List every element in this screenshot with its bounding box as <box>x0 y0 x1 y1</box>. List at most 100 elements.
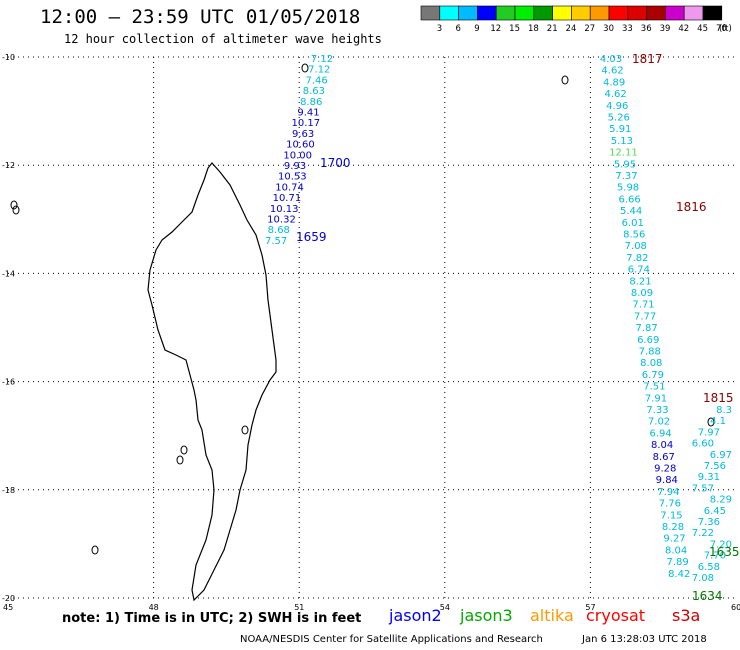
wave-height-value: 7.56 <box>704 461 726 472</box>
wave-height-value: 7.02 <box>648 417 670 428</box>
wave-height-value: 7.12 <box>308 65 330 76</box>
wave-height-value: 5.13 <box>611 136 633 147</box>
island <box>301 63 309 73</box>
generated-timestamp: Jan 6 13:28:03 UTC 2018 <box>582 634 707 645</box>
wave-height-value: 9.28 <box>654 464 676 475</box>
colorbar-label: 21 <box>547 24 558 34</box>
wave-height-value: 12.11 <box>609 148 638 159</box>
lon-label: 51 <box>294 603 304 612</box>
legend-jason3: jason3 <box>460 606 513 625</box>
wave-height-value: 7.94 <box>657 487 679 498</box>
wave-height-value: 7.51 <box>643 382 665 393</box>
wave-height-value: 7.08 <box>625 241 647 252</box>
wave-height-value: 4.96 <box>606 101 628 112</box>
wave-height-value: 6.01 <box>622 218 644 229</box>
colorbar-label: 27 <box>584 24 595 34</box>
wave-height-value: 10.00 <box>283 150 312 161</box>
island <box>180 445 188 455</box>
colorbar-label: 36 <box>641 24 652 34</box>
lat-label: -18 <box>2 486 15 495</box>
wave-height-value: 7.82 <box>626 253 648 264</box>
wave-height-value: 4.62 <box>601 66 623 77</box>
wave-height-value: 10.74 <box>275 182 304 193</box>
wave-height-value: 9.27 <box>663 534 685 545</box>
colorbar-label: 30 <box>603 24 614 34</box>
wave-height-value: 5.44 <box>620 206 642 217</box>
map-title: 12:00 — 23:59 UTC 01/05/2018 <box>40 6 361 28</box>
wave-height-value: 6.79 <box>642 370 664 381</box>
wave-height-value: 7.70 <box>704 551 726 562</box>
wave-height-value: 7.20 <box>710 539 732 550</box>
island <box>91 545 99 555</box>
track-time-label: 1700 <box>320 156 351 170</box>
wave-height-value: 10.17 <box>291 118 320 129</box>
madagascar-coastline <box>147 162 277 602</box>
wave-height-value: 6.69 <box>637 335 659 346</box>
lat-label: -20 <box>2 594 15 603</box>
wave-height-value: 8.42 <box>668 569 690 580</box>
wave-height-value: 4.62 <box>605 89 627 100</box>
wave-height-value: 8.28 <box>662 522 684 533</box>
colorbar-label: 15 <box>509 24 520 34</box>
wave-height-value: 8.29 <box>710 495 732 506</box>
wave-height-value: 7.46 <box>305 75 327 86</box>
wave-height-value: 6.60 <box>692 439 714 450</box>
colorbar-label: 9 <box>474 24 479 34</box>
wave-height-value: 8.3 <box>716 405 732 416</box>
wave-height-value: 9.41 <box>297 108 319 119</box>
wave-height-value: 5.98 <box>617 183 639 194</box>
lon-label: 60 <box>731 603 740 612</box>
wave-height-value: 9.93 <box>284 161 306 172</box>
wave-height-value: 8.21 <box>629 276 651 287</box>
wave-height-value: 7.15 <box>660 510 682 521</box>
wave-height-value: 4.89 <box>603 77 625 88</box>
colorbar-label: 6 <box>455 24 460 34</box>
wave-height-value: 10.60 <box>286 140 315 151</box>
wave-height-value: 7.08 <box>692 573 714 584</box>
colorbar-label: 45 <box>697 24 708 34</box>
wave-height-value: 5.26 <box>608 113 630 124</box>
wave-height-value: 10.13 <box>270 204 299 215</box>
wave-height-value: 10.71 <box>273 193 302 204</box>
wave-height-value: 7.87 <box>636 323 658 334</box>
colorbar-label: 42 <box>678 24 689 34</box>
island <box>707 417 715 427</box>
color-legend-bar: 3 6 9 12 15 18 21 24 27 30 33 36 39 42 45 70(ft) <box>420 5 732 34</box>
track-time-label: 1817 <box>632 52 663 66</box>
legend-s3a: s3a <box>672 606 701 625</box>
lat-label: -14 <box>2 269 15 278</box>
lon-label: 48 <box>149 603 159 612</box>
wave-height-value: 7.57 <box>265 236 287 247</box>
track-time-label: 1815 <box>703 391 734 405</box>
track-time-label: 1635 <box>709 545 740 559</box>
colorbar-label: 24 <box>566 24 577 34</box>
wave-height-value: 9.63 <box>292 129 314 140</box>
wave-height-value: 8.08 <box>640 358 662 369</box>
island <box>176 455 184 465</box>
wave-height-value: 8.68 <box>268 225 290 236</box>
lon-label: 45 <box>3 603 13 612</box>
island <box>10 200 18 210</box>
wave-height-value: 8.86 <box>300 97 322 108</box>
wave-height-value: 6.97 <box>710 450 732 461</box>
wave-height-value: 5.95 <box>614 159 636 170</box>
lon-label: 54 <box>440 603 450 612</box>
wave-height-value: 9.84 <box>656 475 678 486</box>
island <box>561 75 569 85</box>
colorbar-swatch <box>702 5 723 21</box>
island <box>241 425 249 435</box>
colorbar-label: 33 <box>622 24 633 34</box>
wave-height-value: 7.88 <box>639 347 661 358</box>
wave-height-value: 4.1 <box>710 416 726 427</box>
wave-height-value: 6.94 <box>649 428 671 439</box>
wave-height-value: 7.33 <box>646 405 668 416</box>
track-time-label: 1659 <box>296 230 327 244</box>
colorbar-label: 3 <box>437 24 442 34</box>
wave-height-value: 7.57 <box>692 483 714 494</box>
lat-label: -16 <box>2 378 15 387</box>
wave-height-value: 8.04 <box>651 440 673 451</box>
wave-height-value: 7.71 <box>632 300 654 311</box>
wave-height-value: 7.12 <box>311 54 333 65</box>
wave-height-value: 6.45 <box>704 506 726 517</box>
wave-height-value: 4.03 <box>600 54 622 65</box>
